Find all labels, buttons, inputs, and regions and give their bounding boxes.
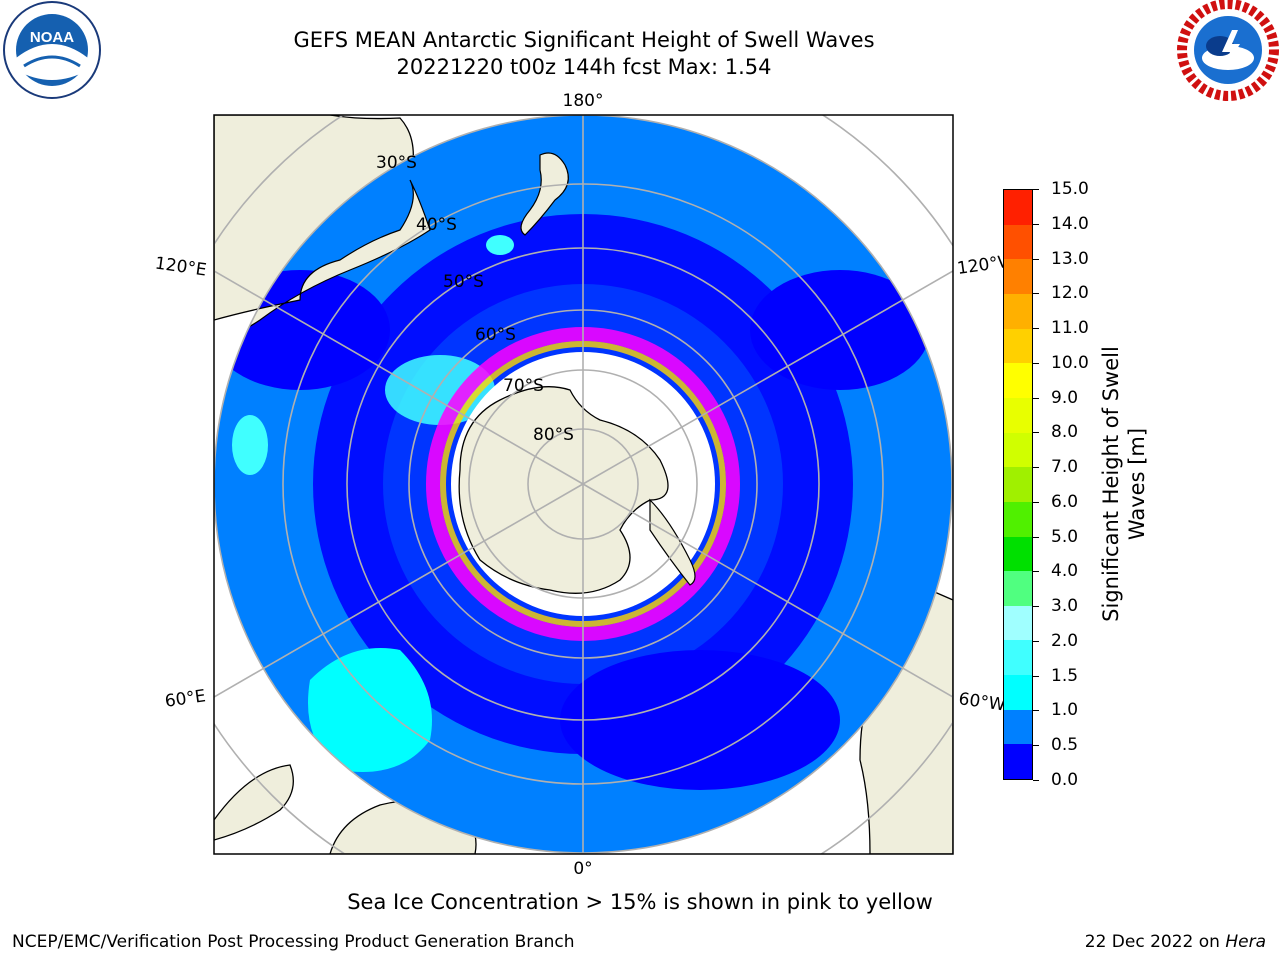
lat-label-70s: 70°S [503,376,544,396]
lon-label-180: 180° [563,91,604,111]
colorbar-tick-label: 6.0 [1051,491,1079,512]
colorbar-segment [1004,536,1032,572]
colorbar-tick-label: 10.0 [1051,352,1089,373]
colorbar-segment [1004,259,1032,295]
colorbar-tick-label: 15.0 [1051,179,1089,199]
colorbar [1003,189,1033,780]
colorbar-segment [1004,190,1032,225]
credit-date-text: 22 Dec 2022 on [1084,932,1220,952]
colorbar-segment [1004,467,1032,502]
colorbar-segment [1004,744,1032,779]
colorbar-segment [1004,397,1032,433]
colorbar-segment [1004,640,1032,676]
lat-label-30s: 30°S [376,153,417,173]
lat-label-50s: 50°S [443,272,484,292]
sea-ice-footnote: Sea Ice Concentration > 15% is shown in … [347,890,933,914]
cyan-patch-indian-ocean [308,648,432,772]
antarctic-peninsula [649,498,696,586]
lon-label-120e: 120°E [154,254,208,281]
colorbar-segment [1004,605,1032,641]
lat-label-40s: 40°S [416,215,457,235]
colorbar-tick-label: 11.0 [1051,318,1089,339]
credit-branch: NCEP/EMC/Verification Post Processing Pr… [12,932,575,952]
colorbar-tick-label: 7.0 [1051,457,1079,478]
colorbar-segment [1004,363,1032,398]
colorbar-tick-label: 5.0 [1051,526,1079,547]
colorbar-tick-label: 8.0 [1051,422,1079,443]
madagascar-land [214,764,294,841]
colorbar-tick-label: 13.0 [1051,248,1089,269]
colorbar-label: Significant Height of Swell Waves [m] [1099,346,1149,622]
colorbar-segment [1004,224,1032,260]
colorbar-tick-label: 2.0 [1051,630,1079,651]
colorbar-tick-label: 1.5 [1051,665,1079,686]
colorbar-segment [1004,432,1032,468]
colorbar-segment [1004,294,1032,329]
colorbar-tick-label: 14.0 [1051,213,1089,234]
colorbar-segment [1004,328,1032,364]
colorbar-tick-label: 0.0 [1051,770,1079,790]
lat-label-60s: 60°S [475,325,516,345]
lon-label-60w: 60°W [957,689,1006,715]
colorbar-tick-label: 3.0 [1051,596,1079,617]
colorbar-segment [1004,675,1032,710]
noaa-logo-text: NOAA [30,29,74,46]
chart-subtitle: 20221220 t00z 144h fcst Max: 1.54 [396,55,772,79]
colorbar-tick-label: 1.0 [1051,700,1079,721]
colorbar-segment [1004,571,1032,606]
colorbar-segment [1004,501,1032,537]
new-zealand-land [520,152,569,236]
credit-host: Hera [1225,932,1266,952]
lat-label-80s: 80°S [533,425,574,445]
lon-label-0: 0° [573,859,592,879]
colorbar-tick-label: 12.0 [1051,283,1089,304]
nws-logo [1177,0,1279,101]
lon-label-60e: 60°E [164,686,207,711]
colorbar-ticks: 0.0 0.5 1.0 1.5 2.0 3.0 4.0 5.0 6.0 7.0 8.0 9.0 10.0… [1033,179,1113,790]
noaa-logo: NOAA [3,1,101,99]
colorbar-segment [1004,709,1032,745]
colorbar-tick-label: 4.0 [1051,561,1079,582]
colorbar-tick-label: 9.0 [1051,387,1079,408]
colorbar-tick-label: 0.5 [1051,735,1079,756]
chart-title: GEFS MEAN Antarctic Significant Height o… [293,28,875,52]
credit-date: 22 Dec 2022 on Hera [1085,932,1266,952]
